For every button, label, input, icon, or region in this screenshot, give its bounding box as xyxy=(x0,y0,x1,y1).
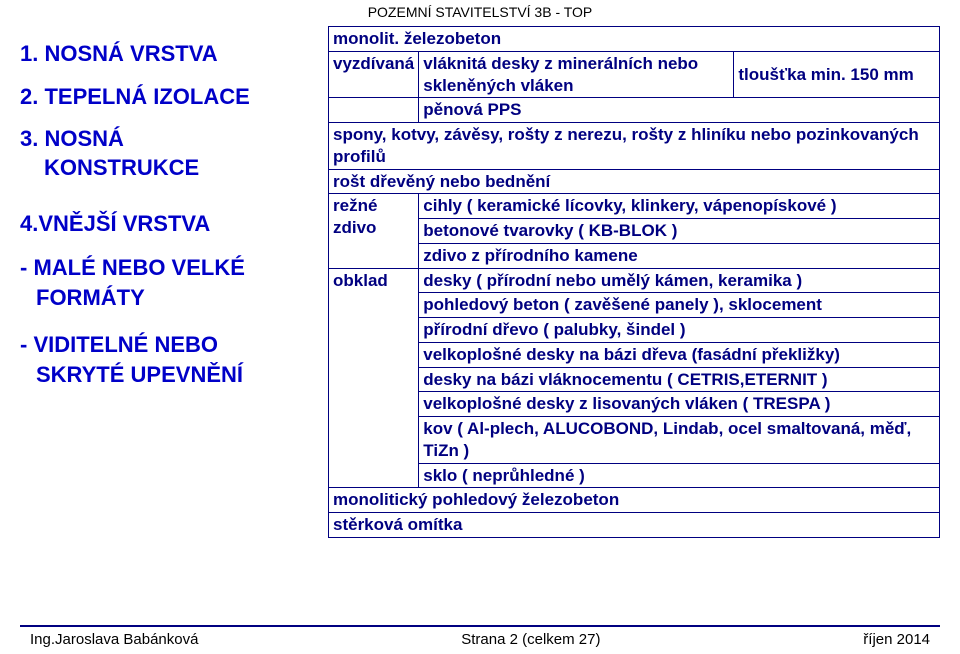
cell-penova: pěnová PPS xyxy=(419,98,940,123)
left-nav: 1. NOSNÁ VRSTVA 2. TEPELNÁ IZOLACE 3. NO… xyxy=(20,26,320,538)
footer-rule xyxy=(20,625,940,627)
table-row: betonové tvarovky ( KB-BLOK ) xyxy=(329,219,940,244)
nav-sub-2: - VIDITELNÉ NEBO SKRYTÉ UPEVNĚNÍ xyxy=(20,330,320,389)
cell-vlaknita-l2: skleněných vláken xyxy=(423,76,573,95)
cell-zdivo-kamen: zdivo z přírodního kamene xyxy=(419,243,940,268)
table-row: desky na bázi vláknocementu ( CETRIS,ETE… xyxy=(329,367,940,392)
table-row: spony, kotvy, závěsy, rošty z nerezu, ro… xyxy=(329,123,940,170)
nav-sub-1: - MALÉ NEBO VELKÉ FORMÁTY xyxy=(20,253,320,312)
cell-sklo: sklo ( neprůhledné ) xyxy=(419,463,940,488)
table-row: monolitický pohledový železobeton xyxy=(329,488,940,513)
table-row: kov ( Al-plech, ALUCOBOND, Lindab, ocel … xyxy=(329,417,940,464)
nav-item-3-line1: 3. NOSNÁ xyxy=(20,126,124,151)
nav-sub-2-line2: SKRYTÉ UPEVNĚNÍ xyxy=(20,362,243,387)
nav-sub-1-line1: - MALÉ NEBO VELKÉ xyxy=(20,255,245,280)
cell-monolit-pohled: monolitický pohledový železobeton xyxy=(329,488,940,513)
cell-vlaknita: vláknitá desky z minerálních nebo skleně… xyxy=(419,51,734,98)
nav-sub-2-line1: - VIDITELNÉ NEBO xyxy=(20,332,218,357)
cell-prirodni-drevo: přírodní dřevo ( palubky, šindel ) xyxy=(419,318,940,343)
footer-center: Strana 2 (celkem 27) xyxy=(461,631,600,648)
right-panel: monolit. železobeton vyzdívaná vláknitá … xyxy=(320,26,940,538)
cell-sterkova: stěrková omítka xyxy=(329,513,940,538)
nav-item-1: 1. NOSNÁ VRSTVA xyxy=(20,40,320,69)
cell-velkoplosne-drevo: velkoplošné desky na bázi dřeva (fasádní… xyxy=(419,342,940,367)
cell-rezne: režné zdivo xyxy=(329,194,419,268)
cell-cihly: cihly ( keramické lícovky, klinkery, váp… xyxy=(419,194,940,219)
cell-lis-vlakna: velkoplošné desky z lisovaných vláken ( … xyxy=(419,392,940,417)
nav-item-3-line2: KONSTRUKCE xyxy=(20,155,199,180)
nav-item-2: 2. TEPELNÁ IZOLACE xyxy=(20,83,320,112)
table-row: rošt dřevěný nebo bednění xyxy=(329,169,940,194)
table-row: vyzdívaná vláknitá desky z minerálních n… xyxy=(329,51,940,98)
table-row: sklo ( neprůhledné ) xyxy=(329,463,940,488)
cell-kov: kov ( Al-plech, ALUCOBOND, Lindab, ocel … xyxy=(419,417,940,464)
table-row: režné zdivo cihly ( keramické lícovky, k… xyxy=(329,194,940,219)
cell-monolit: monolit. železobeton xyxy=(329,27,940,52)
cell-desky-prirodni: desky ( přírodní nebo umělý kámen, keram… xyxy=(419,268,940,293)
header-title: POZEMNÍ STAVITELSTVÍ 3B - TOP xyxy=(368,4,593,20)
cell-obklad: obklad xyxy=(329,268,419,488)
table-row: pěnová PPS xyxy=(329,98,940,123)
table-row: velkoplošné desky z lisovaných vláken ( … xyxy=(329,392,940,417)
footer-left: Ing.Jaroslava Babánková xyxy=(30,631,198,648)
cell-vyzdivana: vyzdívaná xyxy=(329,51,419,98)
footer-right: říjen 2014 xyxy=(863,631,930,648)
main-table: monolit. železobeton vyzdívaná vláknitá … xyxy=(328,26,940,538)
table-row: přírodní dřevo ( palubky, šindel ) xyxy=(329,318,940,343)
table-row: monolit. železobeton xyxy=(329,27,940,52)
page-header: POZEMNÍ STAVITELSTVÍ 3B - TOP xyxy=(0,0,960,26)
cell-betonove: betonové tvarovky ( KB-BLOK ) xyxy=(419,219,940,244)
table-row: zdivo z přírodního kamene xyxy=(329,243,940,268)
table-row: pohledový beton ( zavěšené panely ), skl… xyxy=(329,293,940,318)
cell-vlaknita-l1: vláknitá desky z minerálních nebo xyxy=(423,54,698,73)
nav-sub-1-line2: FORMÁTY xyxy=(20,285,145,310)
content-row: 1. NOSNÁ VRSTVA 2. TEPELNÁ IZOLACE 3. NO… xyxy=(0,26,960,538)
cell-empty xyxy=(329,98,419,123)
cell-pohledovy-beton: pohledový beton ( zavěšené panely ), skl… xyxy=(419,293,940,318)
table-row: velkoplošné desky na bázi dřeva (fasádní… xyxy=(329,342,940,367)
cell-tloustka: tloušťka min. 150 mm xyxy=(734,51,940,98)
page: POZEMNÍ STAVITELSTVÍ 3B - TOP 1. NOSNÁ V… xyxy=(0,0,960,654)
cell-spony: spony, kotvy, závěsy, rošty z nerezu, ro… xyxy=(329,123,940,170)
cell-vlaknocement: desky na bázi vláknocementu ( CETRIS,ETE… xyxy=(419,367,940,392)
table-row: stěrková omítka xyxy=(329,513,940,538)
nav-item-3: 3. NOSNÁ KONSTRUKCE xyxy=(20,125,320,182)
footer: Ing.Jaroslava Babánková Strana 2 (celkem… xyxy=(0,631,960,648)
cell-rost: rošt dřevěný nebo bednění xyxy=(329,169,940,194)
table-row: obklad desky ( přírodní nebo umělý kámen… xyxy=(329,268,940,293)
nav-item-4: 4.VNĚJŠÍ VRSTVA xyxy=(20,210,320,239)
